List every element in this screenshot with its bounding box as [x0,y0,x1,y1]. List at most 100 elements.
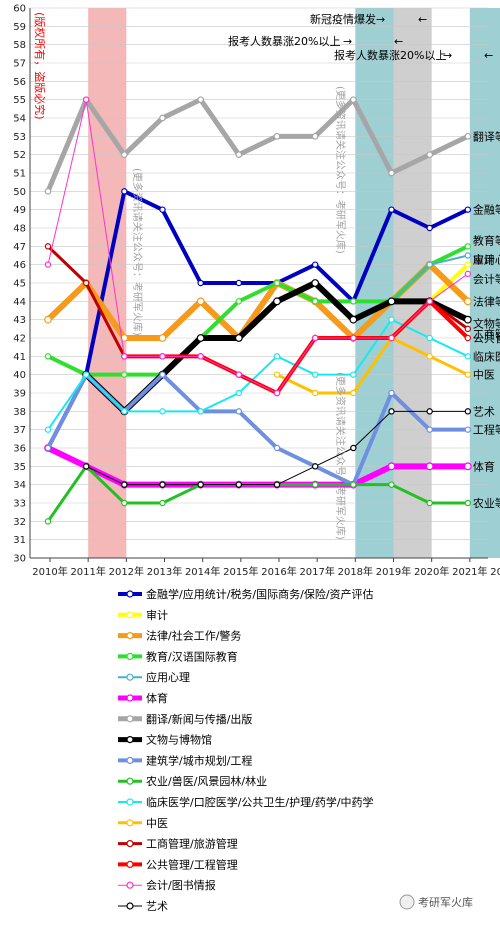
series-9-point-3 [159,499,166,507]
series-8-point-3 [159,371,166,378]
y-tick-label-34: 34 [13,480,26,491]
series-10-point-4 [197,408,204,415]
series-3-point-11 [464,243,472,250]
series-15-point-1 [82,463,90,470]
series-14-point-11 [464,270,472,278]
legend-item-7: 文物与博物馆 [118,733,212,747]
y-tick-label-37: 37 [13,425,26,436]
series-12-point-1 [82,279,90,287]
legend-label-2: 法律/社会工作/警务 [146,629,241,643]
legend-label-3: 教育/汉语国际教育 [146,649,238,663]
y-tick-label-43: 43 [13,315,26,326]
series-2-point-0 [44,315,52,324]
series-14-point-0 [44,261,52,268]
series-6-point-6 [273,132,281,140]
series-2-point-4 [196,297,205,306]
series-15-point-11 [464,408,472,415]
legend-item-4: 应用心理 [118,670,190,684]
series-3-point-8 [350,298,357,305]
series-6-point-7 [311,132,319,140]
legend-item-6: 翻译/新闻与传播/出版 [118,712,252,726]
series-9-point-9 [388,481,395,488]
x-tick-label-1: 2011年 [70,565,105,578]
legend-item-11: 中医 [118,817,168,830]
legend-item-0: 金融学/应用统计/税务/国际商务/保险/资产评估 [118,587,374,601]
series-7-point-7 [311,279,320,287]
footer-mark: 考研军火库 [418,896,473,909]
x-tick-label-8: 2018年 [338,565,373,578]
legend-marker-6 [126,715,134,723]
x-tick-label-7: 2017年 [299,565,334,578]
annotation-2: 报考人数暴涨20%以上 [334,48,446,62]
series-6-point-10 [426,151,434,159]
series-15-point-6 [273,481,281,488]
legend-label-13: 公共管理/工程管理 [146,857,238,871]
series-10-point-9 [388,316,395,323]
series-5-point-10 [425,462,434,471]
legend-marker-7 [126,735,134,744]
legend-marker-1 [126,611,134,619]
series-3-point-5 [235,298,243,305]
series-7-point-5 [234,334,243,342]
series-7-point-6 [273,297,281,306]
series-14-point-2 [121,353,128,360]
y-tick-label-49: 49 [13,205,26,216]
end-label-7: 文物等 [473,317,500,331]
y-tick-label-47: 47 [13,242,26,253]
series-8-point-11 [464,426,472,433]
series-11-point-8 [350,389,357,397]
series-8-point-0 [44,444,52,452]
legend-marker-11 [126,819,134,827]
y-tick-label-54: 54 [13,114,26,125]
series-9-point-0 [44,518,52,525]
series-11-point-6 [273,371,281,378]
series-15-point-7 [311,463,319,470]
series-11-point-10 [426,353,433,360]
annotations: 新冠疫情爆发 → ←报考人数暴涨20%以上 → ←报考人数暴涨20%以上→ ←(版权所有，… [33,12,493,540]
y-tick-label-45: 45 [13,279,26,290]
legend: 金融学/应用统计/税务/国际商务/保险/资产评估审计法律/社会工作/警务教育/汉… [118,587,374,913]
series-8-point-5 [235,408,243,415]
series-0-point-3 [159,206,166,213]
legend-marker-8 [126,756,134,765]
annotation-1-arrow-left: ← [394,35,403,48]
legend-label-12: 工商管理/旅游管理 [146,837,238,851]
series-14-line-0 [47,99,469,394]
series-15-point-8 [350,444,357,452]
series-3-point-6 [273,279,281,287]
legend-item-10: 临床医学/口腔医学/公共卫生/护理/药学/中药学 [118,795,374,809]
series-8-point-9 [388,389,395,397]
series-0-point-2 [121,188,128,195]
y-tick-label-56: 56 [13,77,26,88]
series-0-point-4 [197,279,204,287]
legend-marker-15 [126,902,134,910]
y-tick-label-33: 33 [13,499,26,510]
legend-item-9: 农业/兽医/风景园林/林业 [118,774,267,788]
series-14-point-8 [350,334,357,342]
legend-label-10: 临床医学/口腔医学/公共卫生/护理/药学/中药学 [146,795,374,809]
legend-item-2: 法律/社会工作/警务 [118,629,241,643]
annotation-2-arrow-right: → [443,49,452,62]
series-12-point-11 [464,325,472,333]
legend-label-9: 农业/兽医/风景园林/林业 [146,774,267,788]
series-15-point-5 [235,481,243,488]
end-label-9: 农业等 [473,496,500,510]
legend-item-13: 公共管理/工程管理 [118,857,238,871]
y-tick-label-36: 36 [13,444,26,455]
series-0-point-7 [311,261,319,268]
series-6 [44,96,472,195]
series-0-point-11 [464,206,472,213]
series-14-point-4 [197,353,204,360]
y-tick-label-40: 40 [13,370,26,381]
legend-marker-14 [126,881,134,889]
end-label-8: 工程等 [473,423,500,437]
legend-item-3: 教育/汉语国际教育 [118,649,238,663]
series-15 [82,408,472,488]
series-10-point-7 [311,371,319,378]
y-tick-label-39: 39 [13,389,26,400]
annotation-3: (版权所有，盗版必究) [33,12,47,120]
end-label-12: 工商管理等 [473,327,500,341]
legend-marker-12 [126,839,134,848]
series-14-point-1 [82,96,90,103]
annotation-6: (更多资讯请关注公众号：考研军火库) [334,372,347,540]
